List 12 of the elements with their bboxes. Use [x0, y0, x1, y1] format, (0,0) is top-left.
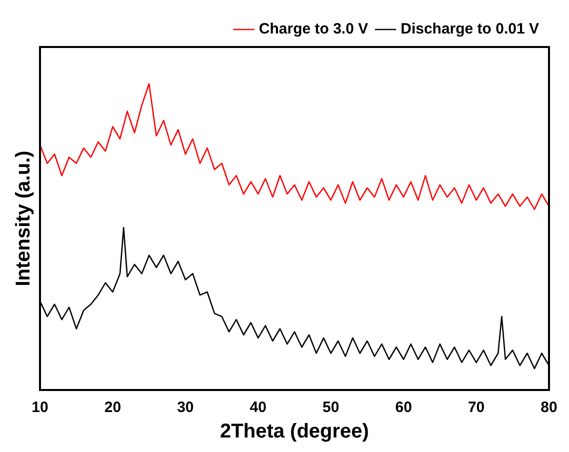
x-tick-label: 30	[177, 399, 194, 416]
x-tick-label: 80	[540, 399, 558, 416]
x-tick-label: 10	[32, 399, 48, 416]
y-axis-title: Intensity (a.u.)	[12, 150, 35, 286]
legend-label: Discharge to 0.01 V	[400, 20, 540, 38]
x-axis-title: 2Theta (degree)	[220, 420, 369, 443]
x-tick-label: 50	[322, 399, 340, 416]
x-tick-label: 60	[395, 399, 412, 416]
legend-label: Charge to 3.0 V	[258, 20, 368, 38]
x-tick-label: 40	[250, 399, 266, 416]
x-tick-label: 20	[104, 399, 122, 416]
x-tick-label: 70	[468, 399, 485, 416]
